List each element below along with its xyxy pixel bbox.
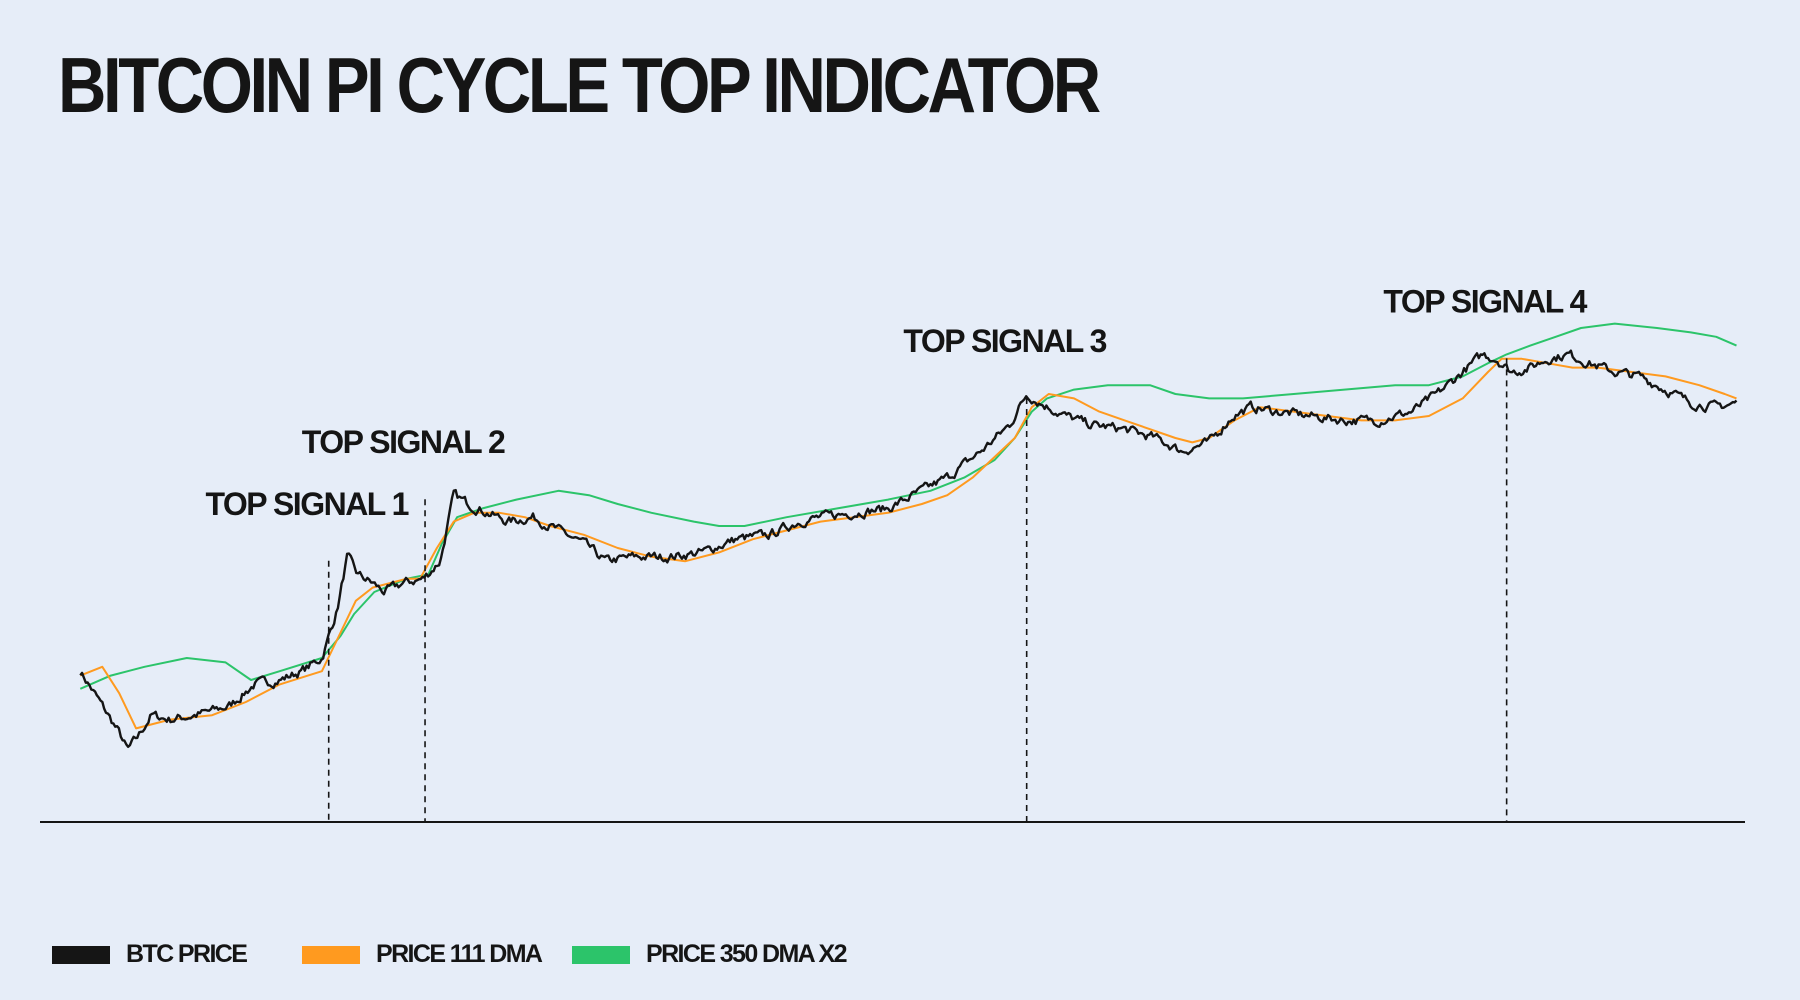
top-signal-4-label: TOP SIGNAL 4 [1383,283,1587,319]
legend-label-350-dma-x2: PRICE 350 DMA X2 [646,940,848,968]
top-signal-1-label: TOP SIGNAL 1 [205,486,408,522]
series-line-btc-price [79,349,1738,748]
chart-legend: BTC PRICE PRICE 111 DMA PRICE 350 DMA X2 [0,940,1800,980]
legend-swatch-111-dma [302,945,360,964]
legend-item-btc-price: BTC PRICE [52,940,248,969]
series-line-111-dma [79,357,1737,730]
legend-item-350-dma-x2: PRICE 350 DMA X2 [572,940,848,969]
legend-label-111-dma: PRICE 111 DMA [376,940,543,968]
legend-label-btc-price: BTC PRICE [126,940,248,968]
legend-swatch-btc-price [52,945,110,964]
top-signal-2-label: TOP SIGNAL 2 [302,424,505,460]
legend-item-111-dma: PRICE 111 DMA [302,940,543,969]
legend-swatch-350-dma-x2 [572,945,630,964]
page-title: BITCOIN PI CYCLE TOP INDICATOR [58,41,1101,129]
plot-area: TOP SIGNAL 1 TOP SIGNAL 2 TOP SIGNAL 3 TOP … [40,283,1745,823]
top-signal-3-label: TOP SIGNAL 3 [903,323,1106,359]
